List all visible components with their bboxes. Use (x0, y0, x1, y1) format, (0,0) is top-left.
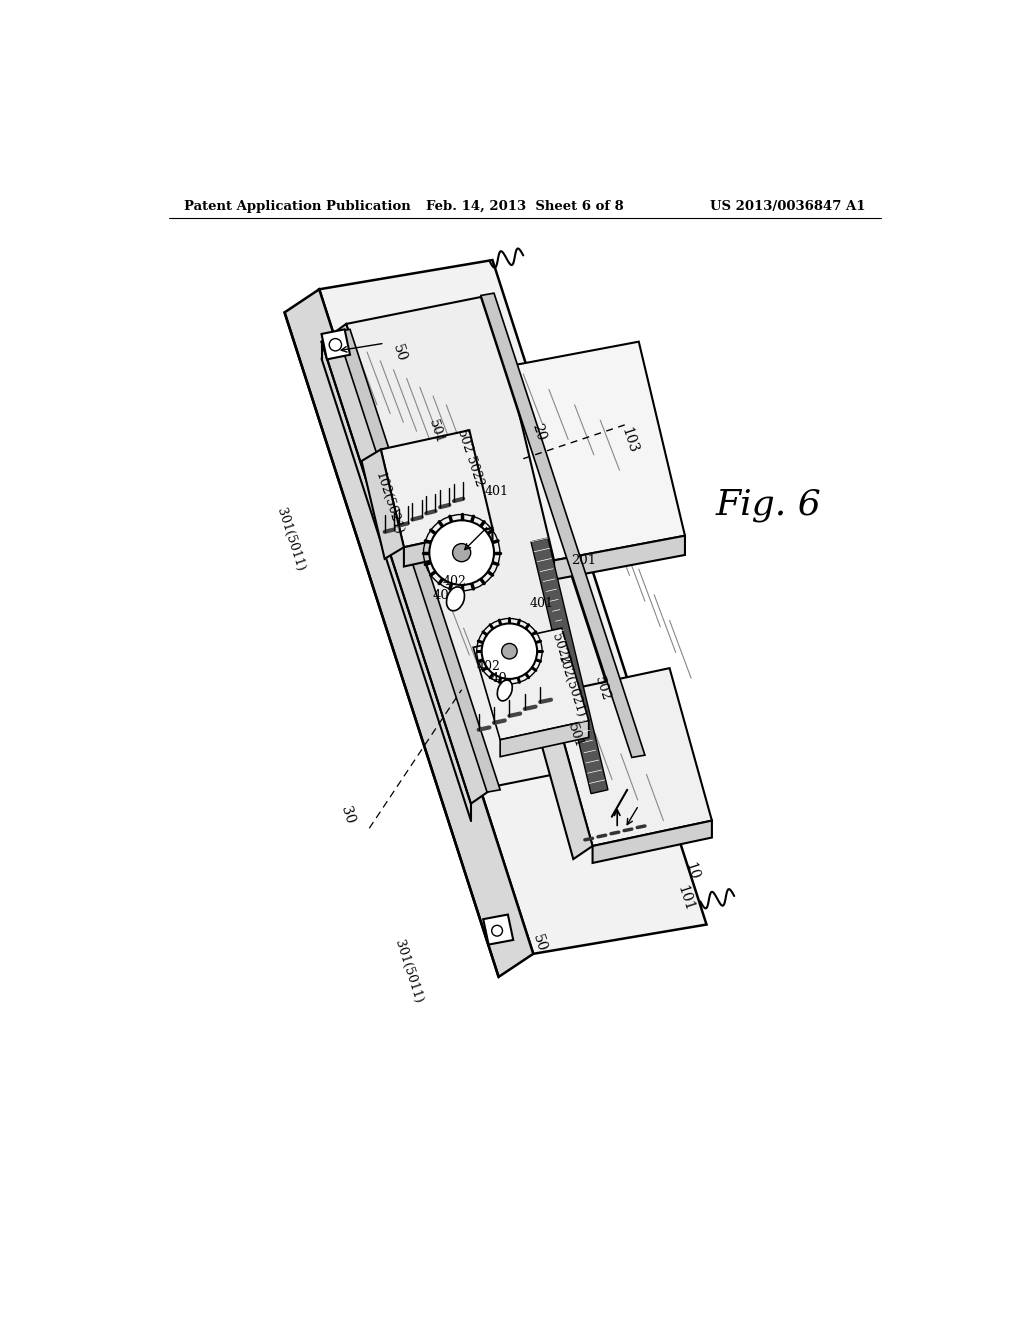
Polygon shape (508, 342, 685, 560)
Polygon shape (319, 260, 707, 954)
Polygon shape (322, 323, 497, 804)
Text: 20: 20 (529, 422, 549, 442)
Polygon shape (531, 539, 608, 793)
Polygon shape (403, 528, 493, 566)
Text: US 2013/0036847 A1: US 2013/0036847 A1 (710, 199, 865, 213)
Polygon shape (285, 289, 534, 977)
Text: 501: 501 (565, 722, 585, 750)
Text: Fig. 6: Fig. 6 (716, 488, 821, 521)
Polygon shape (322, 330, 350, 359)
Ellipse shape (446, 587, 465, 611)
Polygon shape (550, 668, 712, 846)
Polygon shape (554, 536, 685, 579)
Text: 5022: 5022 (463, 455, 485, 490)
Text: 501: 501 (426, 418, 446, 446)
Circle shape (492, 925, 503, 936)
Circle shape (502, 643, 517, 659)
Text: 401: 401 (484, 484, 509, 498)
Text: 102(5021): 102(5021) (554, 653, 587, 719)
Circle shape (481, 623, 538, 678)
Text: 402: 402 (442, 576, 466, 589)
Text: 102(5021): 102(5021) (373, 470, 404, 537)
Text: 10: 10 (683, 861, 701, 882)
Text: 301(5011): 301(5011) (274, 507, 307, 573)
Text: Patent Application Publication: Patent Application Publication (184, 199, 412, 213)
Polygon shape (361, 449, 403, 558)
Text: 5022: 5022 (550, 632, 571, 667)
Text: 201: 201 (571, 554, 596, 566)
Polygon shape (337, 330, 500, 792)
Polygon shape (381, 430, 493, 548)
Polygon shape (346, 297, 631, 785)
Text: 401: 401 (529, 597, 553, 610)
Text: 402: 402 (477, 660, 501, 673)
Polygon shape (500, 721, 589, 756)
Text: 40: 40 (432, 589, 450, 602)
Polygon shape (473, 628, 589, 739)
Text: Feb. 14, 2013  Sheet 6 of 8: Feb. 14, 2013 Sheet 6 of 8 (426, 199, 624, 213)
Circle shape (330, 339, 342, 351)
Circle shape (429, 520, 494, 585)
Circle shape (453, 544, 471, 562)
Text: 101: 101 (675, 884, 696, 913)
Polygon shape (483, 915, 513, 945)
Text: 502: 502 (454, 428, 474, 455)
Text: 50: 50 (529, 932, 549, 953)
Polygon shape (481, 293, 645, 758)
Polygon shape (593, 821, 712, 863)
Text: 301(5011): 301(5011) (392, 939, 425, 1005)
Text: 40: 40 (490, 672, 507, 685)
Text: 502: 502 (592, 675, 612, 702)
Polygon shape (531, 693, 593, 859)
Text: 50: 50 (389, 343, 409, 363)
Text: 30: 30 (338, 805, 356, 825)
Ellipse shape (498, 680, 512, 701)
Text: 103: 103 (618, 426, 640, 455)
